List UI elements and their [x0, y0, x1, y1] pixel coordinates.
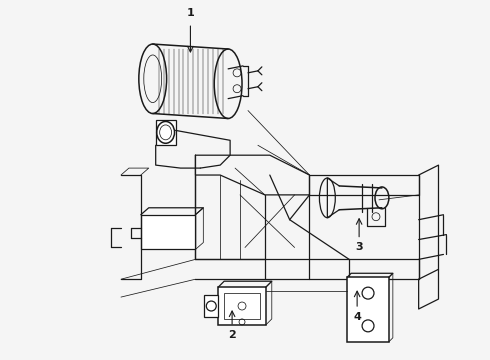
Polygon shape — [224, 293, 260, 319]
Polygon shape — [156, 121, 175, 145]
Polygon shape — [204, 295, 218, 317]
Text: 3: 3 — [355, 243, 363, 252]
Polygon shape — [218, 287, 266, 325]
Polygon shape — [141, 215, 196, 249]
Text: 2: 2 — [228, 330, 236, 340]
Polygon shape — [347, 277, 389, 342]
Text: 4: 4 — [353, 312, 361, 322]
Text: 1: 1 — [187, 8, 195, 18]
